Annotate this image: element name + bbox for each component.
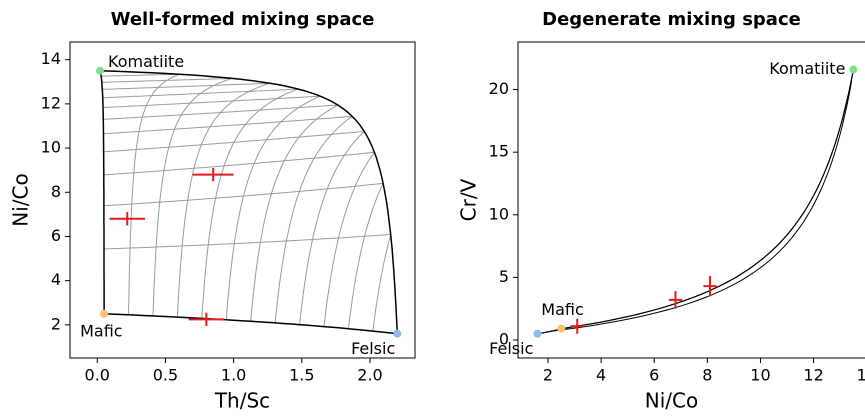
x-tick-label: 8 [702,366,712,385]
y-tick-label: 4 [51,270,61,289]
x-tick-label: 0.5 [153,366,178,385]
x-tick-label: 0.0 [85,366,110,385]
mixing-grid-line [323,152,375,327]
end-member-label: Komatiite [769,59,845,78]
chart-title: Well-formed mixing space [111,9,375,30]
end-member-label: Felsic [489,339,533,358]
mixing-grid-line [103,104,338,120]
mixing-grid-line [102,95,321,109]
mixing-grid-line [102,88,299,99]
end-member-label: Mafic [80,321,122,340]
mixing-grid-line [225,95,321,320]
y-tick-label: 20 [489,79,509,98]
mixing-grid-line [372,234,392,332]
mixing-boundary [99,70,105,314]
mixing-grid-line [299,131,365,325]
y-axis-label: Cr/V [457,178,481,221]
y-tick-label: 8 [51,182,61,201]
mixing-grid-line [128,73,180,315]
mixing-grid-line [176,82,271,318]
y-axis-label: Ni/Co [9,173,33,226]
y-tick-label: 5 [499,267,509,286]
chart-title: Degenerate mixing space [542,9,801,30]
y-tick-label: 10 [41,138,61,157]
end-member-point [100,309,109,318]
x-tick-label: 6 [649,366,659,385]
x-tick-label: 10 [750,366,770,385]
y-tick-label: 6 [51,226,61,245]
y-tick-label: 0 [499,329,509,348]
x-tick-label: 4 [596,366,606,385]
mixing-grid-line [101,73,180,77]
mixing-curve [550,80,853,332]
mixing-grid-line [103,151,375,176]
mixing-grid-line [103,115,353,135]
mixing-grid-line [201,88,299,319]
mixing-grid-line [102,82,270,90]
mixing-grid-line [103,234,391,250]
plot-area [69,41,416,359]
end-member-label: Komatiite [108,52,184,71]
plot-area [517,41,865,359]
mixing-curve [561,69,854,330]
x-tick-label: 2.0 [357,366,382,385]
mixing-curve [561,69,854,330]
x-axis-label: Th/Sc [214,389,270,413]
y-tick-label: 2 [51,314,61,333]
x-tick-label: 1.0 [221,366,246,385]
mixing-grid-line [274,115,353,323]
x-tick-label: 14 [857,366,865,385]
x-tick-label: 1.5 [289,366,314,385]
x-axis-label: Ni/Co [645,389,698,413]
x-tick-label: 12 [803,366,823,385]
x-tick-label: 2 [543,366,553,385]
end-member-label: Mafic [541,300,583,319]
mixing-grid-line [347,183,384,329]
y-tick-label: 10 [489,204,509,223]
mixing-boundary [99,69,399,334]
y-tick-label: 12 [41,93,61,112]
end-member-point [96,66,104,75]
mixing-curve [561,69,854,330]
end-member-point [393,329,402,338]
mixing-grid-line [101,77,233,83]
mixing-grid-line [250,104,339,322]
end-member-point [533,329,542,338]
y-tick-label: 15 [489,142,509,161]
end-member-label: Felsic [351,339,395,358]
end-member-point [849,65,858,74]
end-member-point [557,324,566,333]
y-tick-label: 14 [41,49,61,68]
mixing-boundary [104,313,398,335]
